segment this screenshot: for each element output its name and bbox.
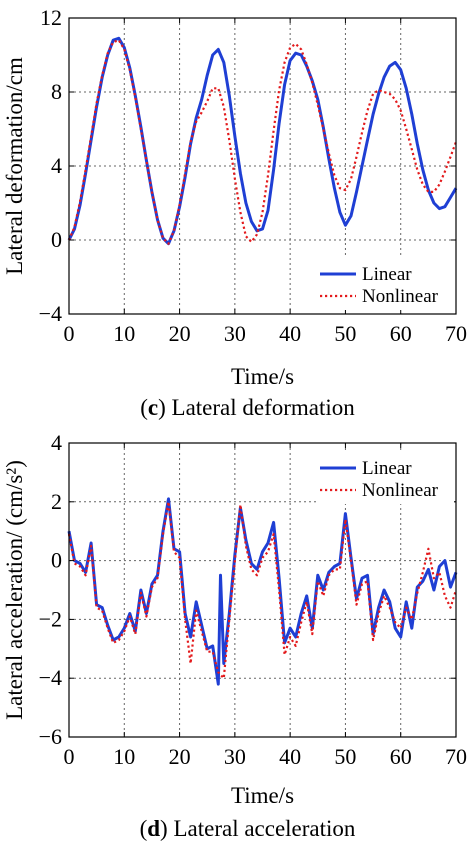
y-tick-label: −6	[39, 724, 62, 749]
series-line-nonlinear	[67, 39, 458, 245]
y-tick-label: 12	[40, 5, 62, 30]
x-tick-label: 0	[64, 744, 75, 769]
y-tick-label: 8	[51, 79, 62, 104]
x-tick-label: 30	[224, 744, 246, 769]
legend-label-nonlinear: Nonlinear	[362, 286, 439, 307]
y-tick-label: 2	[51, 489, 62, 514]
legend-box	[318, 258, 454, 310]
chart-panel-d: 0 10 20 30 40 50 60 70 −6 −4 −2 0 2 4 Time/s Lateral ac…	[2, 430, 467, 841]
series-line-linear	[67, 497, 458, 686]
x-tick-label: 40	[279, 744, 301, 769]
caption-text: Lateral deformation	[166, 395, 356, 420]
x-tick-label: 70	[445, 321, 467, 346]
caption-text: Lateral acceleration	[168, 816, 356, 841]
x-tick-label: 50	[334, 744, 356, 769]
caption-paren-close: )	[160, 816, 168, 841]
y-tick-label: −2	[39, 606, 62, 631]
x-tick-label: 50	[334, 321, 356, 346]
x-tick-label: 20	[169, 321, 191, 346]
y-axis-label: Lateral acceleration/ (cm/s²)	[2, 460, 27, 720]
legend-label-linear: Linear	[362, 458, 412, 479]
y-tick-label: 0	[51, 548, 62, 573]
x-tick-label: 60	[390, 321, 412, 346]
y-tick-label: −4	[39, 301, 62, 326]
x-axis-label: Time/s	[231, 783, 294, 808]
y-tick-label: 0	[51, 227, 62, 252]
legend-label-linear: Linear	[362, 264, 412, 285]
x-tick-label: 70	[445, 744, 467, 769]
x-tick-label: 10	[113, 321, 135, 346]
plot-frame	[68, 442, 457, 738]
x-tick-label: 10	[113, 744, 135, 769]
caption-letter: c	[148, 395, 158, 420]
caption-paren-open: (	[140, 816, 148, 841]
series-line-linear	[67, 36, 458, 246]
x-tick-label: 40	[279, 321, 301, 346]
caption-paren-open: (	[140, 395, 148, 420]
y-axis-label: Lateral deformation/cm	[2, 57, 27, 275]
figure-caption: (c) Lateral deformation	[140, 395, 355, 420]
caption-paren-close: )	[158, 395, 166, 420]
y-tick-label: −4	[39, 665, 62, 690]
legend-box	[318, 452, 454, 504]
x-tick-label: 60	[390, 744, 412, 769]
x-tick-label: 20	[169, 744, 191, 769]
x-tick-label: 0	[64, 321, 75, 346]
x-axis-label: Time/s	[231, 364, 294, 389]
series-line-nonlinear	[67, 500, 458, 680]
y-tick-label: 4	[51, 430, 62, 455]
caption-letter: d	[147, 816, 160, 841]
legend-label-nonlinear: Nonlinear	[362, 480, 439, 501]
y-tick-label: 4	[51, 153, 62, 178]
figure-caption: (d) Lateral acceleration	[140, 816, 356, 841]
x-tick-label: 30	[224, 321, 246, 346]
